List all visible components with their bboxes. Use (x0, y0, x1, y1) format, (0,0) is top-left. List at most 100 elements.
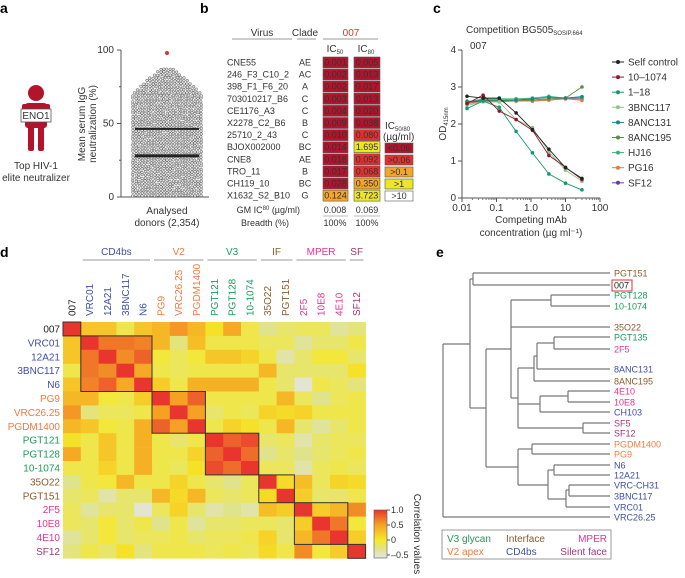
donor-point (187, 146, 191, 150)
donor-point (148, 76, 152, 80)
leaf-label: PGDM1400 (614, 440, 661, 450)
donor-point (131, 117, 135, 121)
donor-point (143, 167, 147, 171)
donor-point (177, 146, 181, 150)
donor-point (177, 162, 181, 166)
donor-point (193, 188, 197, 192)
donor-point (199, 94, 203, 98)
donor-point (193, 99, 197, 104)
donor-point (168, 176, 172, 180)
donor-point (196, 135, 200, 139)
donor-point (173, 88, 177, 92)
donor-point (180, 102, 184, 106)
donor-point (150, 117, 154, 121)
donor-point (183, 179, 188, 183)
donor-point (137, 118, 141, 122)
heatmap-cell (276, 516, 295, 531)
donor-point (168, 108, 172, 112)
donor-point (165, 132, 169, 136)
heatmap-cell (258, 502, 277, 517)
legend-swatch (384, 166, 414, 178)
donor-point (169, 82, 173, 86)
heatmap-cell (116, 447, 135, 462)
ic80-cell (353, 93, 381, 105)
donor-point (184, 191, 188, 195)
heatmap-cell (116, 335, 135, 351)
donor-point (187, 123, 191, 127)
donor-point (162, 97, 166, 101)
donor-point (190, 185, 194, 189)
donor-point (140, 100, 144, 104)
heatmap-cell (169, 544, 188, 559)
heatmap-cell (223, 363, 242, 378)
donor-point (137, 179, 141, 183)
donor-point (184, 129, 188, 133)
donor-point (146, 187, 150, 191)
data-point (514, 98, 518, 102)
column-label: 007 (67, 299, 78, 316)
heatmap-cell (152, 391, 171, 406)
heatmap-cell (80, 377, 99, 392)
donor-point (150, 141, 154, 145)
data-point (514, 117, 518, 122)
column-label: 35O22 (263, 286, 274, 316)
heatmap-cell (294, 433, 313, 448)
donor-point (159, 149, 163, 153)
breadth-ic80: 100% (355, 218, 378, 228)
donor-point (157, 76, 161, 80)
donor-point (158, 137, 163, 142)
heatmap-cell (294, 335, 313, 351)
donor-point (153, 123, 157, 127)
header-clade: Clade (292, 28, 319, 39)
legend-marker (616, 90, 620, 95)
donor-point (199, 138, 203, 142)
leaf-label: 2F5 (614, 345, 630, 355)
donor-point (199, 152, 203, 157)
heatmap-cell (312, 544, 331, 559)
donor-point (148, 91, 152, 95)
legend-label: 1–18 (628, 88, 651, 99)
heatmap-cell (205, 447, 224, 462)
donor-point (184, 120, 188, 124)
donor-point (171, 108, 175, 113)
donor-point (137, 144, 141, 148)
donor-point (131, 179, 135, 183)
heatmap-cell (169, 530, 188, 545)
donor-point (131, 109, 135, 113)
ic50-value: 0.009 (324, 118, 347, 128)
donor-point (193, 93, 197, 98)
donor-point (137, 97, 141, 101)
data-point (497, 109, 502, 113)
heatmap-cell (63, 530, 82, 545)
heatmap-cell (276, 474, 295, 490)
donor-point (140, 158, 144, 162)
heatmap-cell (169, 516, 188, 531)
donor-point (131, 114, 135, 119)
panel-letter-c: c (433, 0, 441, 16)
virus-name: 398_F1_F6_20 (227, 82, 288, 92)
heatmap-cell (241, 530, 260, 545)
ic80-value: 0.017 (356, 82, 379, 92)
heatmap-cell (116, 544, 135, 559)
donor-point (131, 182, 135, 186)
donor-point (168, 120, 172, 124)
heatmap-cell (187, 516, 206, 531)
donor-point (171, 96, 176, 100)
donor-point (137, 175, 141, 180)
data-point (580, 98, 584, 103)
donor-point (188, 90, 192, 94)
heatmap-cell (241, 391, 260, 406)
heatmap-cell (187, 447, 206, 462)
heatmap-cell (258, 516, 277, 531)
donor-point (187, 103, 191, 107)
donor-point (190, 99, 194, 104)
leaf-label: N6 (614, 461, 626, 471)
cluster-outline (80, 335, 153, 392)
heatmap-cell (116, 419, 135, 434)
heatmap-cell (98, 488, 117, 503)
ic50-value: 0.002 (324, 70, 347, 80)
heatmap-cell (98, 363, 117, 378)
heatmap-cell (63, 488, 82, 503)
donor-point (199, 144, 203, 148)
